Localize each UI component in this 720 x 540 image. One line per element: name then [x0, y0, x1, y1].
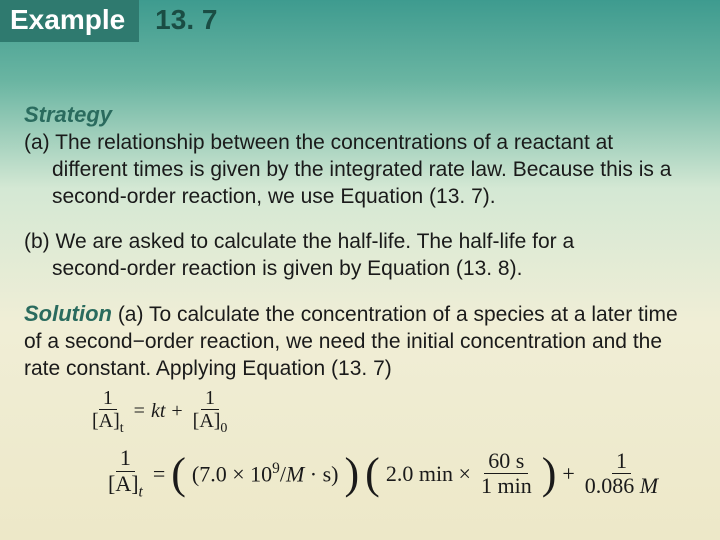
solution-heading: Solution	[24, 301, 112, 326]
equation-small: 1 [A]t = kt + 1 [A]0	[88, 387, 696, 436]
eq-main-lhs: 1 [A]t	[104, 446, 147, 501]
solution-paragraph: Solution (a) To calculate the concentrat…	[24, 300, 696, 383]
content-area: Strategy (a) The relationship between th…	[0, 42, 720, 501]
paren-left-1: (	[171, 454, 186, 494]
strategy-b-line1: (b) We are asked to calculate the half-l…	[24, 230, 574, 253]
header-bar: Example 13. 7	[0, 0, 720, 42]
eq-small-lhs-num: 1	[99, 387, 117, 410]
eq-main-plus: +	[562, 461, 574, 487]
paren-left-2: (	[365, 454, 380, 494]
strategy-heading: Strategy	[24, 102, 696, 128]
eq-small-rhs-num: 1	[201, 387, 219, 410]
eq-main-term3-num: 1	[612, 449, 631, 474]
eq-main-term2-num: 60 s	[484, 449, 528, 474]
eq-main-term1: (7.0 × 109/M · s)	[192, 460, 339, 487]
equation-main: 1 [A]t = ( (7.0 × 109/M · s) ) ( 2.0 min…	[104, 446, 696, 501]
eq-small-rhs: 1 [A]0	[189, 387, 232, 436]
eq-main-lhs-den: [A]t	[104, 472, 147, 501]
strategy-part-b: (b) We are asked to calculate the half-l…	[24, 229, 696, 283]
strategy-a-rest: different times is given by the integrat…	[24, 157, 696, 211]
eq-main-term2-frac: 60 s 1 min	[477, 449, 536, 498]
eq-small-lhs-den: [A]t	[88, 410, 128, 436]
eq-small-lhs: 1 [A]t	[88, 387, 128, 436]
strategy-b-rest: second-order reaction is given by Equati…	[24, 256, 696, 283]
eq-main-term2-den: 1 min	[477, 474, 536, 498]
eq-main-lhs-num: 1	[116, 446, 135, 471]
example-number: 13. 7	[139, 0, 217, 36]
solution-text: (a) To calculate the concentration of a …	[24, 303, 678, 380]
strategy-a-line1: (a) The relationship between the concent…	[24, 131, 613, 154]
eq-main-term2a: 2.0 min ×	[386, 461, 471, 487]
example-label: Example	[0, 0, 139, 42]
eq-small-rhs-den: [A]0	[189, 410, 232, 436]
eq-main-term3-den: 0.086 M	[581, 474, 662, 498]
strategy-part-a: (a) The relationship between the concent…	[24, 130, 696, 211]
paren-right-1: )	[345, 454, 360, 494]
paren-right-2: )	[542, 454, 557, 494]
eq-small-kt: kt	[151, 400, 165, 423]
eq-small-plus: +	[171, 400, 182, 423]
eq-small-equals: =	[134, 400, 145, 423]
eq-main-term3: 1 0.086 M	[581, 449, 662, 498]
eq-main-equals: =	[153, 461, 165, 487]
